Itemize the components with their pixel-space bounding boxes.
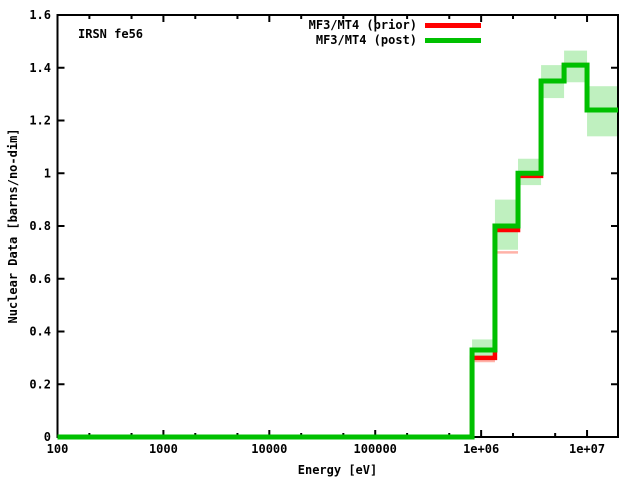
legend-label-post: MF3/MT4 (post) <box>315 33 417 47</box>
y-tick-label: 1.4 <box>29 61 51 75</box>
legend-line-sample-prior <box>425 22 481 28</box>
prior-step-line <box>57 62 618 440</box>
x-tick-label: 100 <box>47 442 69 456</box>
y-tick-label: 0.2 <box>29 377 51 391</box>
y-tick-label: 0.6 <box>29 272 51 286</box>
legend-item-prior: MF3/MT4 (prior) <box>308 18 481 32</box>
legend-line-sample-post <box>425 37 481 43</box>
x-tick-label: 1e+06 <box>463 442 499 456</box>
x-tick-label: 1000 <box>149 442 178 456</box>
legend-label-prior: MF3/MT4 (prior) <box>308 18 417 32</box>
plot-label: IRSN fe56 <box>78 27 144 41</box>
y-tick-label: 0.4 <box>29 325 51 339</box>
y-tick-label: 1 <box>44 166 51 180</box>
legend: MF3/MT4 (prior) MF3/MT4 (post) <box>0 0 640 60</box>
x-tick-label: 10000 <box>251 442 287 456</box>
plot-border <box>56 14 619 438</box>
post-step-line <box>57 62 618 440</box>
legend-item-post: MF3/MT4 (post) <box>315 33 481 47</box>
x-tick-label: 100000 <box>354 442 397 456</box>
y-tick-label: 1.2 <box>29 114 51 128</box>
y-tick-label: 1.6 <box>29 8 51 22</box>
y-tick-label: 0 <box>44 430 51 444</box>
y-axis-title: Nuclear Data [barns/no-dim] <box>6 128 20 323</box>
x-tick-label: 1e+07 <box>569 442 605 456</box>
y-tick-label: 0.8 <box>29 219 51 233</box>
x-axis-title: Energy [eV] <box>297 463 378 477</box>
